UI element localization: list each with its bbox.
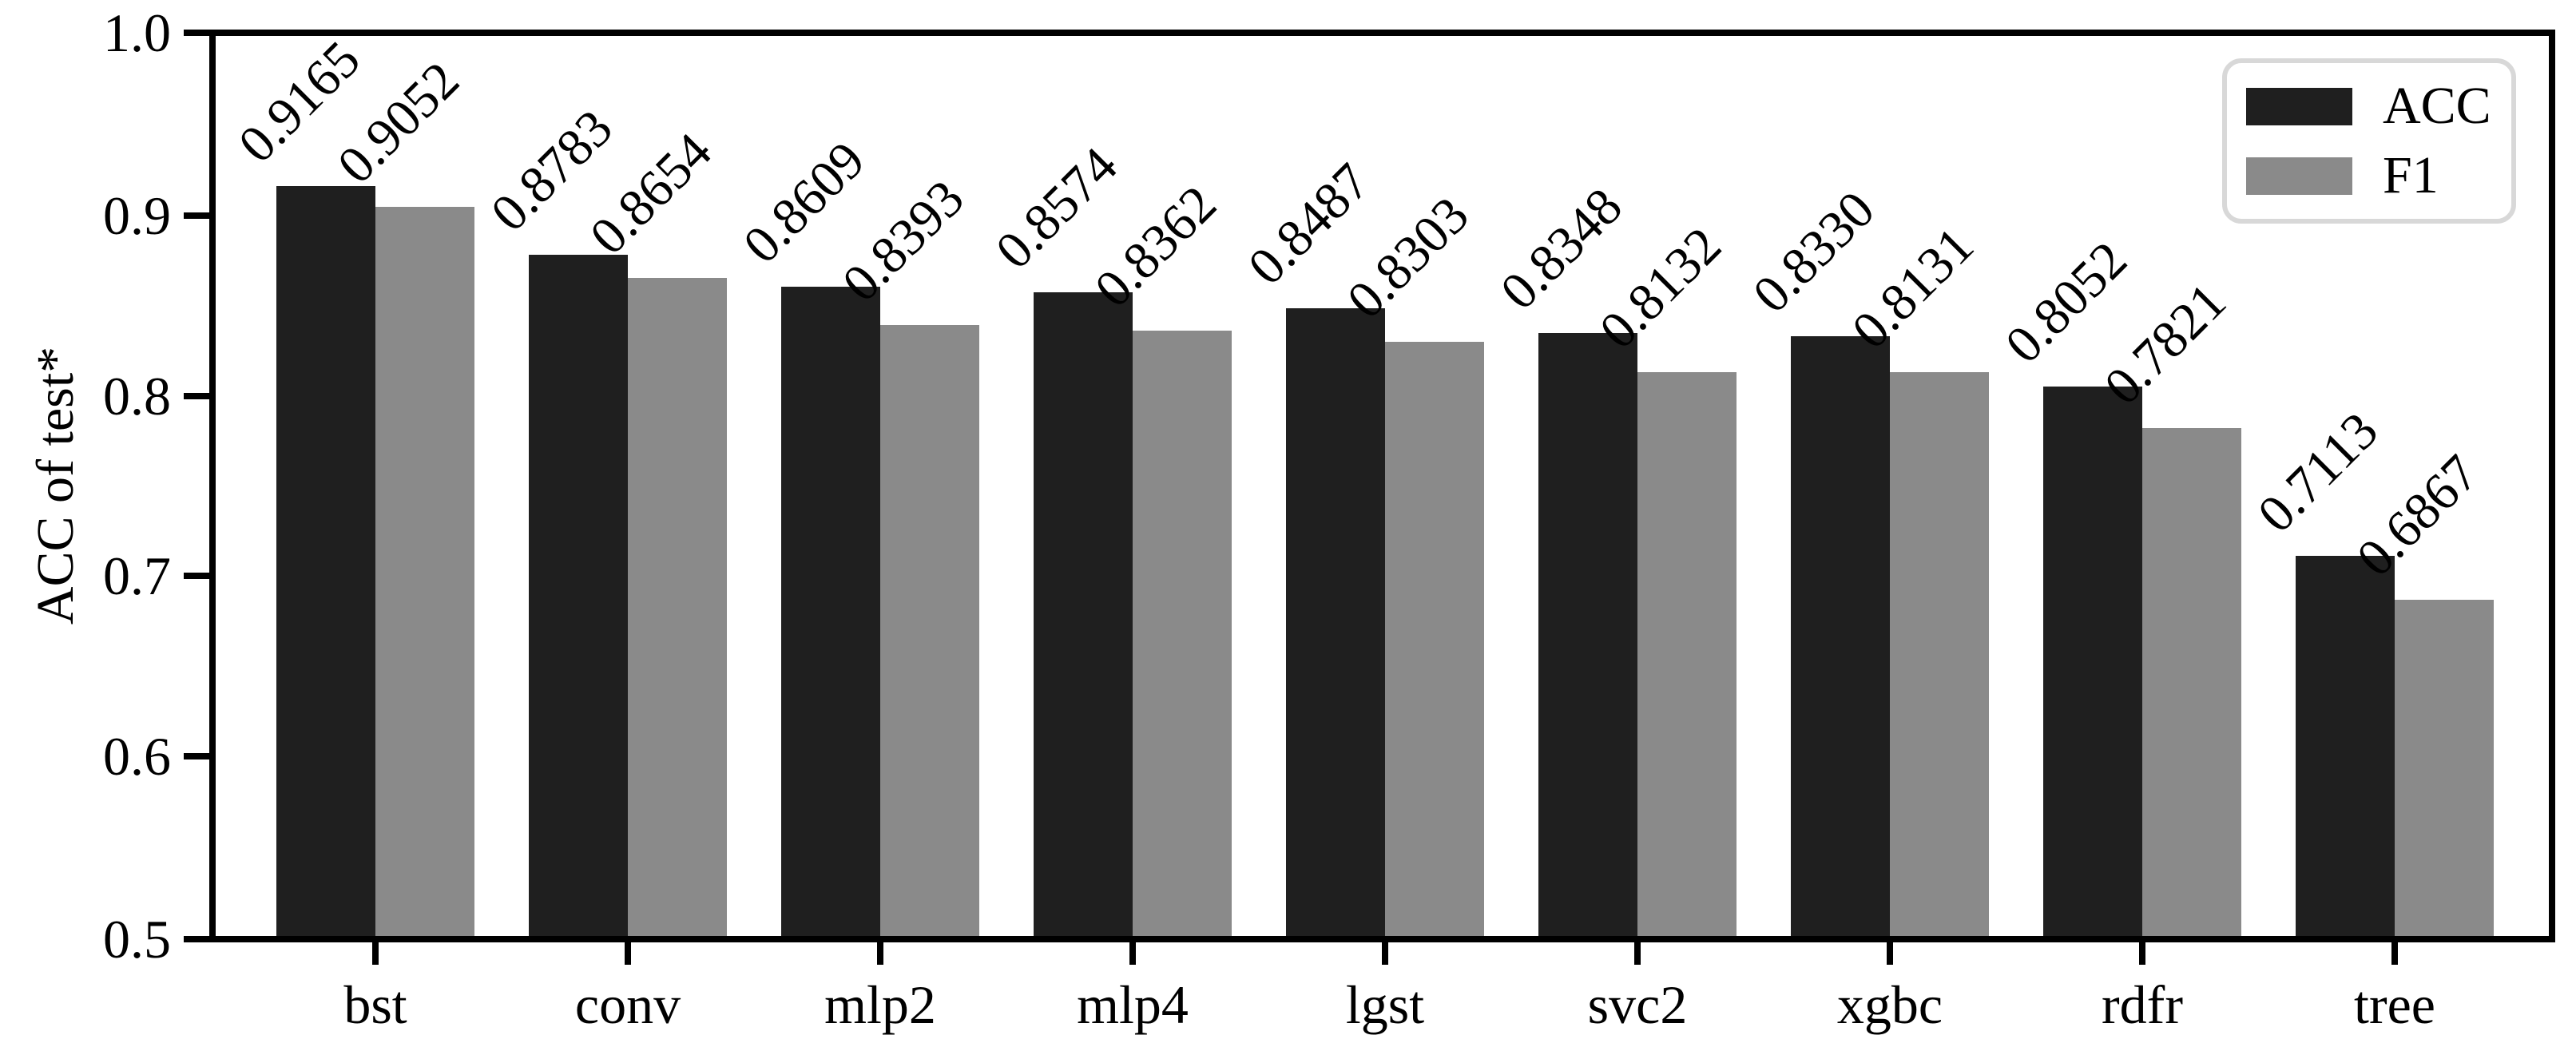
bar-value-label-layer: 0.9165 0.9052 0.8783 0.8654 0.8609 0.8393 0.85… [216, 30, 2549, 936]
x-tick-lgst [1382, 942, 1388, 965]
x-tick-label-xgbc: xgbc [1836, 974, 1943, 1035]
x-tick-label-rdfr: rdfr [2102, 974, 2183, 1035]
y-tick-0.7 [184, 573, 209, 579]
plot-area: 0.9165 0.9052 0.8783 0.8654 0.8609 0.8393 0.85… [209, 30, 2555, 942]
legend-label-acc: ACC [2383, 77, 2491, 135]
legend: ACC F1 [2222, 58, 2516, 224]
bar-f1-bst [375, 207, 474, 936]
bar-value-label-f1-tree: 0.6867 [2345, 443, 2490, 588]
y-tick-0.6 [184, 753, 209, 759]
bar-acc-mlp4 [1034, 292, 1133, 936]
x-tick-rdfr [2139, 942, 2145, 965]
bar-acc-lgst [1286, 308, 1385, 936]
x-tick-xgbc [1887, 942, 1893, 965]
bar-acc-rdfr [2043, 387, 2142, 936]
x-tick-label-lgst: lgst [1345, 974, 1425, 1035]
y-tick-1.0 [184, 30, 209, 36]
x-tick-tree [2391, 942, 2398, 965]
y-tick-label-0.8: 0.8 [103, 365, 171, 426]
bar-f1-xgbc [1890, 372, 1989, 936]
bar-acc-mlp2 [781, 287, 880, 936]
bar-value-label-acc-tree: 0.7113 [2246, 401, 2390, 544]
bar-f1-svc2 [1637, 372, 1737, 936]
bar-f1-conv [628, 278, 727, 936]
legend-entry-f1: F1 [2246, 149, 2511, 202]
bar-f1-lgst [1385, 342, 1484, 936]
x-tick-label-mlp4: mlp4 [1077, 974, 1189, 1035]
bar-acc-bst [276, 186, 375, 936]
bar-f1-mlp2 [880, 325, 979, 936]
y-tick-label-1.0: 1.0 [103, 2, 171, 63]
y-tick-label-0.7: 0.7 [103, 545, 171, 606]
y-tick-0.8 [184, 393, 209, 399]
x-tick-label-svc2: svc2 [1587, 974, 1688, 1035]
bar-acc-xgbc [1791, 336, 1890, 936]
bar-acc-tree [2296, 556, 2395, 936]
x-tick-mlp2 [877, 942, 883, 965]
bar-acc-conv [529, 255, 628, 936]
y-tick-0.5 [184, 936, 209, 942]
x-tick-label-mlp2: mlp2 [824, 974, 936, 1035]
x-tick-label-tree: tree [2354, 974, 2435, 1035]
x-tick-conv [625, 942, 631, 965]
legend-swatch-acc [2246, 87, 2352, 125]
x-tick-mlp4 [1129, 942, 1136, 965]
x-tick-label-conv: conv [574, 974, 681, 1035]
bar-f1-rdfr [2142, 428, 2241, 936]
x-tick-label-bst: bst [343, 974, 407, 1035]
y-tick-label-0.6: 0.6 [103, 725, 171, 787]
legend-entry-acc: ACC [2246, 80, 2511, 133]
legend-label-f1: F1 [2383, 146, 2439, 204]
y-tick-0.9 [184, 212, 209, 219]
x-tick-bst [372, 942, 379, 965]
legend-swatch-f1 [2246, 157, 2352, 195]
bar-f1-tree [2395, 600, 2494, 936]
bar-f1-mlp4 [1133, 331, 1232, 936]
y-tick-label-0.5: 0.5 [103, 908, 171, 970]
x-tick-svc2 [1634, 942, 1641, 965]
bar-acc-svc2 [1538, 333, 1637, 936]
bar-layer [216, 36, 2549, 936]
y-tick-label-0.9: 0.9 [103, 184, 171, 246]
